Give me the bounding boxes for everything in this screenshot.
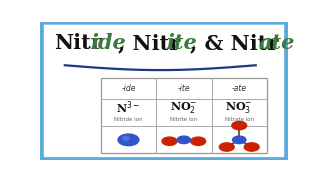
- Text: , Nitr: , Nitr: [118, 33, 180, 53]
- Text: Nitr: Nitr: [54, 33, 101, 53]
- Text: ate: ate: [259, 33, 295, 53]
- Circle shape: [177, 136, 190, 144]
- Text: ide: ide: [91, 33, 126, 53]
- Circle shape: [232, 121, 247, 130]
- Bar: [101, 78, 267, 153]
- Text: Nitrate ion: Nitrate ion: [225, 117, 254, 122]
- Text: ite: ite: [167, 33, 197, 53]
- Text: Nitride ion: Nitride ion: [114, 117, 143, 122]
- Circle shape: [219, 143, 234, 151]
- Circle shape: [244, 143, 259, 151]
- Text: NO$_3^{-}$: NO$_3^{-}$: [225, 100, 253, 115]
- Circle shape: [233, 136, 246, 144]
- Text: -ate: -ate: [232, 84, 247, 93]
- Circle shape: [162, 137, 177, 145]
- Text: -ide: -ide: [121, 84, 136, 93]
- Circle shape: [191, 137, 206, 145]
- Circle shape: [118, 134, 139, 146]
- Text: NO$_2^{-}$: NO$_2^{-}$: [170, 100, 198, 115]
- Text: Nitrite ion: Nitrite ion: [170, 117, 197, 122]
- Text: , & Nitr: , & Nitr: [190, 33, 279, 53]
- Circle shape: [123, 137, 129, 140]
- Text: N$^{3-}$: N$^{3-}$: [116, 99, 140, 116]
- FancyBboxPatch shape: [42, 22, 286, 159]
- Text: -ite: -ite: [178, 84, 190, 93]
